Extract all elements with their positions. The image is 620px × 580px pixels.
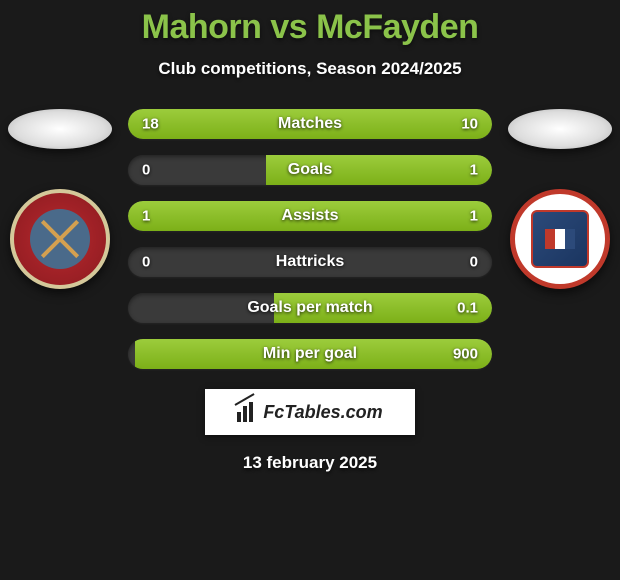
stat-row-min-per-goal: Min per goal 900 bbox=[128, 339, 492, 369]
stat-value-left: 1 bbox=[142, 208, 150, 225]
stat-value-left: 0 bbox=[142, 162, 150, 179]
stat-label: Goals per match bbox=[247, 299, 372, 317]
stat-label: Min per goal bbox=[263, 345, 357, 363]
brand-text: FcTables.com bbox=[263, 402, 382, 423]
stat-value-right: 1 bbox=[470, 208, 478, 225]
stat-row-goals: 0 Goals 1 bbox=[128, 155, 492, 185]
stat-value-right: 1 bbox=[470, 162, 478, 179]
stat-label: Matches bbox=[278, 115, 342, 133]
right-player-col bbox=[500, 109, 620, 289]
left-player-col bbox=[0, 109, 120, 289]
stat-label: Assists bbox=[282, 207, 339, 225]
stat-value-right: 900 bbox=[453, 346, 478, 363]
stat-row-matches: 18 Matches 10 bbox=[128, 109, 492, 139]
stat-value-left: 18 bbox=[142, 116, 159, 133]
brand-logo[interactable]: FcTables.com bbox=[205, 389, 415, 435]
page-title: Mahorn vs McFayden bbox=[142, 8, 479, 47]
stat-value-right: 0.1 bbox=[457, 300, 478, 317]
club-badge-left bbox=[10, 189, 110, 289]
stat-label: Goals bbox=[288, 161, 332, 179]
date-text: 13 february 2025 bbox=[243, 453, 377, 473]
stat-value-left: 0 bbox=[142, 254, 150, 271]
stat-row-hattricks: 0 Hattricks 0 bbox=[128, 247, 492, 277]
stat-value-right: 10 bbox=[461, 116, 478, 133]
player-avatar-right bbox=[508, 109, 612, 149]
subtitle: Club competitions, Season 2024/2025 bbox=[158, 59, 461, 79]
club-badge-left-inner bbox=[30, 209, 90, 269]
main-area: 18 Matches 10 0 Goals 1 1 Assists 1 bbox=[0, 109, 620, 369]
bar-chart-icon bbox=[237, 402, 257, 422]
stats-column: 18 Matches 10 0 Goals 1 1 Assists 1 bbox=[120, 109, 500, 369]
player-avatar-left bbox=[8, 109, 112, 149]
stat-label: Hattricks bbox=[276, 253, 344, 271]
comparison-card: Mahorn vs McFayden Club competitions, Se… bbox=[0, 0, 620, 580]
club-badge-right-inner bbox=[531, 210, 589, 268]
badge-flag-icon bbox=[545, 229, 575, 249]
stat-row-goals-per-match: Goals per match 0.1 bbox=[128, 293, 492, 323]
club-badge-right bbox=[510, 189, 610, 289]
stat-row-assists: 1 Assists 1 bbox=[128, 201, 492, 231]
stat-value-right: 0 bbox=[470, 254, 478, 271]
